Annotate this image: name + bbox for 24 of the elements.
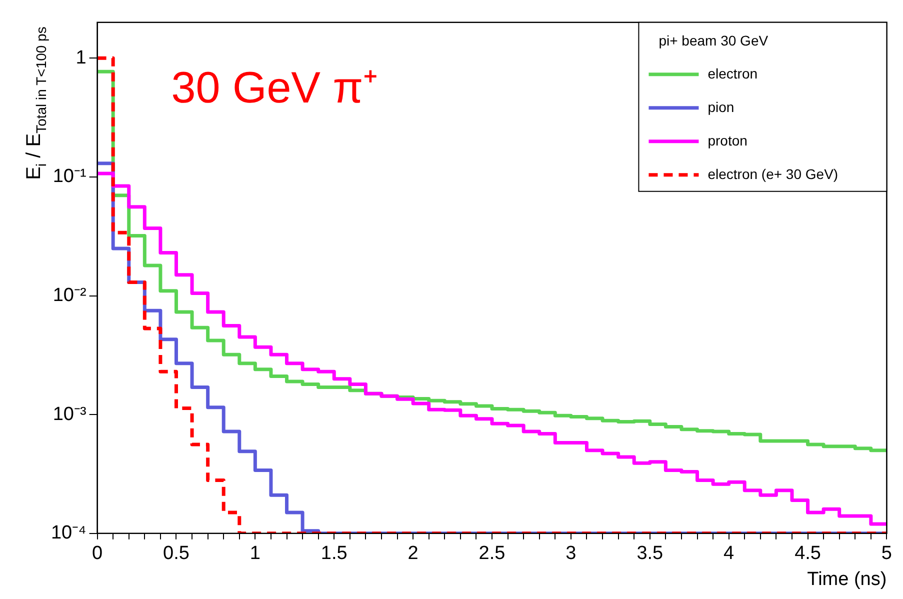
legend-label: electron (e+ 30 GeV): [708, 166, 838, 182]
legend-label: proton: [708, 132, 748, 148]
legend-label: pion: [708, 98, 734, 115]
x-tick-label: 4: [724, 543, 735, 564]
x-tick-label: 0.5: [163, 543, 190, 564]
y-tick-label: 10⁻⁴: [50, 522, 86, 544]
y-tick-label: 1: [76, 47, 86, 68]
x-tick-label: 3.5: [636, 543, 664, 564]
x-tick-label: 4.5: [794, 543, 821, 564]
y-axis-title: Ei / ETotal in T<100 ps: [23, 26, 49, 180]
x-tick-label: 1: [250, 543, 260, 564]
x-tick-label: 5: [881, 543, 892, 564]
y-tick-label: 10⁻¹: [52, 166, 86, 188]
x-tick-label: 3: [566, 543, 576, 564]
y-tick-label: 10⁻²: [52, 285, 86, 306]
legend-label: electron: [708, 65, 758, 82]
x-tick-label: 2: [408, 543, 418, 564]
y-tick-label: 10⁻³: [52, 404, 86, 425]
x-axis-title: Time (ns): [807, 568, 887, 590]
annotation: 30 GeV π⁺: [171, 63, 378, 112]
legend-title: pi+ beam 30 GeV: [658, 32, 769, 48]
x-tick-label: 2.5: [478, 543, 506, 564]
x-tick-label: 1.5: [320, 543, 348, 564]
x-tick-label: 0: [92, 543, 103, 564]
